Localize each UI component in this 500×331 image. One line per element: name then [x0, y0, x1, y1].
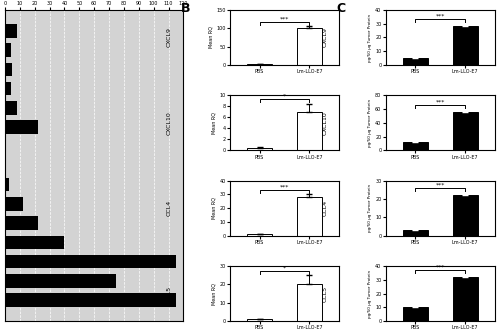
Y-axis label: pg/50 μg Tumor Protein: pg/50 μg Tumor Protein [368, 269, 372, 318]
Bar [247, 64, 272, 65]
Text: CCL5: CCL5 [323, 285, 328, 302]
Bar [247, 234, 272, 236]
Text: *: * [283, 265, 286, 270]
Text: ***: *** [436, 99, 445, 104]
Text: CXCL10: CXCL10 [167, 111, 172, 135]
Text: CCL4: CCL4 [323, 200, 328, 216]
Text: ***: *** [436, 14, 445, 19]
Bar [5, 178, 10, 191]
Bar [452, 277, 477, 321]
Text: CCL5: CCL5 [167, 285, 172, 302]
Bar [5, 255, 176, 268]
Text: ***: *** [436, 264, 445, 269]
Bar [452, 195, 477, 236]
Bar [5, 24, 17, 37]
Text: CXCL9: CXCL9 [323, 27, 328, 47]
Bar [297, 284, 322, 321]
Bar [297, 197, 322, 236]
Bar [403, 58, 428, 65]
Bar [5, 120, 38, 134]
Y-axis label: pg/50 μg Tumor Protein: pg/50 μg Tumor Protein [368, 184, 372, 232]
Bar [452, 26, 477, 65]
Bar [403, 230, 428, 236]
Bar [452, 113, 477, 150]
Text: *: * [283, 94, 286, 99]
Text: CCL4: CCL4 [167, 200, 172, 216]
Bar [403, 142, 428, 150]
Bar [5, 63, 12, 76]
Bar [5, 140, 6, 153]
Y-axis label: pg/50 μg Tumor Protein: pg/50 μg Tumor Protein [368, 13, 372, 62]
Bar [5, 294, 176, 307]
Y-axis label: Mean RQ: Mean RQ [212, 197, 216, 219]
Text: B: B [180, 2, 190, 15]
Text: ***: *** [280, 185, 289, 190]
Bar [247, 148, 272, 150]
Bar [5, 101, 17, 115]
Bar [5, 82, 11, 95]
Text: ***: *** [436, 183, 445, 188]
Bar [403, 307, 428, 321]
Y-axis label: Mean RQ: Mean RQ [212, 112, 216, 134]
Bar [5, 274, 116, 288]
Bar [5, 216, 38, 230]
Y-axis label: Mean RQ: Mean RQ [208, 26, 214, 48]
Bar [297, 28, 322, 65]
Bar [5, 236, 64, 249]
Y-axis label: Mean RQ: Mean RQ [212, 283, 216, 305]
Text: ***: *** [280, 17, 289, 22]
Bar [5, 43, 11, 57]
Text: CXCL9: CXCL9 [167, 27, 172, 47]
Bar [297, 112, 322, 150]
Bar [247, 319, 272, 321]
Text: CXCL10: CXCL10 [323, 111, 328, 135]
Y-axis label: pg/50 μg Tumor Protein: pg/50 μg Tumor Protein [368, 99, 372, 147]
Text: C: C [336, 2, 345, 15]
Bar [5, 197, 23, 211]
Bar [5, 159, 6, 172]
